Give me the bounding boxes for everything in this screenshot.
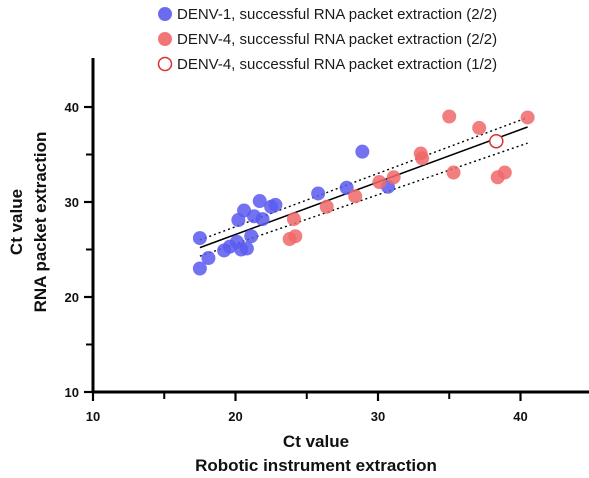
data-point xyxy=(286,212,301,227)
regression xyxy=(199,116,528,257)
ticks: 10 20 30 40 10 20 30 40 xyxy=(65,100,528,424)
legend-marker-denv4-full xyxy=(158,32,172,46)
legend-label-denv4-half: DENV-4, successful RNA packet extraction… xyxy=(177,56,497,73)
data-point xyxy=(288,229,303,244)
data-point xyxy=(446,165,461,180)
data-point xyxy=(355,144,370,159)
ci-upper-line xyxy=(199,116,528,241)
data-point xyxy=(319,199,334,214)
data-point xyxy=(497,165,512,180)
regression-line xyxy=(199,126,528,249)
x-axis-title-line2: Robotic instrument extraction xyxy=(195,456,437,475)
y-tick-label: 30 xyxy=(65,195,79,210)
data-point xyxy=(192,231,207,246)
data-point xyxy=(386,170,401,185)
y-axis-title-line1: Ct value xyxy=(7,189,26,255)
data-point xyxy=(239,241,254,256)
legend: DENV-1, successful RNA packet extraction… xyxy=(157,6,497,73)
data-point xyxy=(372,175,387,190)
data-point xyxy=(192,261,207,276)
y-tick-label: 10 xyxy=(65,385,79,400)
legend-label-denv4-full: DENV-4, successful RNA packet extraction… xyxy=(177,31,497,48)
data-point xyxy=(268,197,283,212)
data-point xyxy=(348,189,363,204)
data-point xyxy=(252,194,267,209)
x-tick-label: 30 xyxy=(371,409,385,424)
data-point xyxy=(442,109,457,124)
x-axis-title-line1: Ct value xyxy=(283,432,349,451)
data-points xyxy=(192,109,535,276)
legend-marker-denv1 xyxy=(158,7,172,21)
data-point xyxy=(244,229,259,244)
data-point xyxy=(339,180,354,195)
legend-item-denv4-full: DENV-4, successful RNA packet extraction… xyxy=(158,31,497,48)
data-point xyxy=(520,110,535,125)
data-point xyxy=(472,120,487,135)
y-tick-label: 20 xyxy=(65,290,79,305)
data-point xyxy=(415,151,430,166)
legend-item-denv4-half: DENV-4, successful RNA packet extraction… xyxy=(157,56,497,73)
x-tick-label: 10 xyxy=(86,409,100,424)
axes: 10 20 30 40 10 20 30 40 xyxy=(65,58,589,424)
x-tick-label: 40 xyxy=(513,409,527,424)
legend-label-denv1: DENV-1, successful RNA packet extraction… xyxy=(177,6,497,23)
legend-item-denv1: DENV-1, successful RNA packet extraction… xyxy=(158,6,497,23)
legend-marker-denv4-half xyxy=(157,56,173,72)
y-tick-label: 40 xyxy=(65,100,79,115)
data-point xyxy=(255,212,270,227)
data-point xyxy=(311,186,326,201)
data-point xyxy=(489,133,504,149)
x-tick-label: 20 xyxy=(228,409,242,424)
data-point xyxy=(201,251,216,266)
y-axis-title-line2: RNA packet extraction xyxy=(31,132,50,313)
